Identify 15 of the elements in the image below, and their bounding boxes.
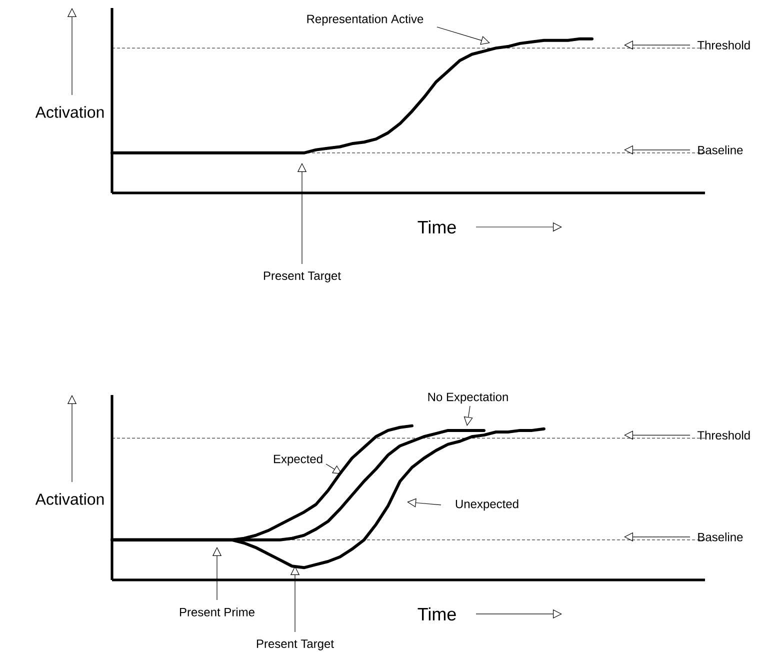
ref-line-label: Threshold [697, 430, 750, 440]
text: No Expectation [428, 392, 508, 404]
ref-line-label: Threshold [697, 40, 750, 50]
x-axis-title: Time [418, 607, 456, 621]
text: Present Prime [180, 608, 254, 616]
y-axis-title: Activation [35, 106, 104, 118]
ref-line-label: Baseline [698, 146, 743, 154]
legend-label: Unexpected [456, 499, 518, 511]
text: Present Target [264, 272, 341, 282]
text: Representation Active [307, 14, 424, 26]
ref-line-label: Baseline [698, 532, 743, 542]
series-label: Expected [274, 454, 322, 466]
y-axis-title: Activation [35, 493, 104, 505]
text: Present Target [256, 640, 334, 650]
x-axis-title: Time [418, 220, 456, 234]
